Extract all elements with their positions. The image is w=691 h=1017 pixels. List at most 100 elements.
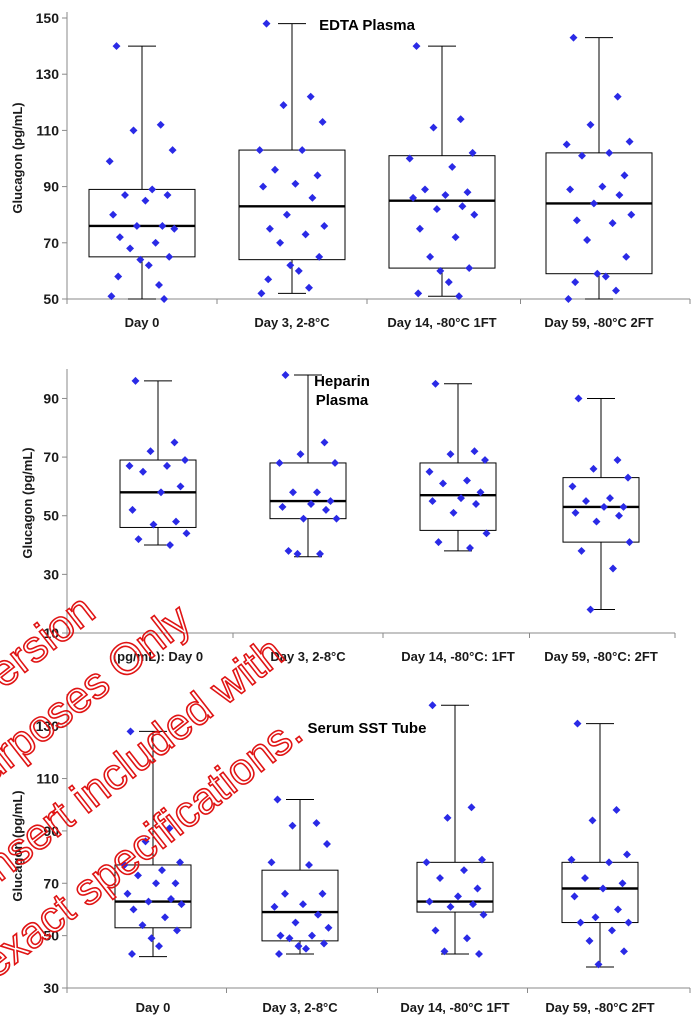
data-point xyxy=(470,210,479,219)
data-point xyxy=(482,529,491,538)
data-point xyxy=(307,500,315,508)
data-point xyxy=(157,488,165,497)
iqr-box xyxy=(119,459,197,528)
y-tick-label: 50 xyxy=(43,291,59,307)
data-point xyxy=(577,546,586,555)
data-point xyxy=(624,918,633,927)
data-point xyxy=(600,502,608,511)
y-tick-label: 90 xyxy=(43,179,59,195)
chart-title-line-1: Heparin xyxy=(314,373,370,390)
data-point xyxy=(436,874,444,882)
data-point xyxy=(305,283,313,292)
data-point xyxy=(465,264,474,273)
data-point xyxy=(444,278,453,287)
data-point xyxy=(429,123,438,132)
data-point xyxy=(276,238,285,247)
data-point xyxy=(414,289,423,298)
data-point xyxy=(605,858,613,867)
data-point xyxy=(288,821,297,830)
y-tick-label: 50 xyxy=(43,508,59,524)
category-label: Day 14, -80°C 1FT xyxy=(400,1000,509,1015)
data-point xyxy=(160,295,169,303)
data-point xyxy=(428,497,437,506)
data-point xyxy=(589,199,598,208)
data-point xyxy=(172,517,180,526)
category-label: Day 0 xyxy=(136,1000,171,1015)
data-point xyxy=(129,905,138,914)
iqr-box xyxy=(238,149,346,261)
data-point xyxy=(613,92,622,101)
data-point xyxy=(625,137,634,146)
data-point xyxy=(612,806,621,814)
data-point xyxy=(158,221,167,230)
data-point xyxy=(182,529,191,538)
data-point xyxy=(405,154,414,163)
data-point xyxy=(126,244,135,253)
data-point xyxy=(332,514,341,523)
data-point xyxy=(476,488,485,497)
data-point xyxy=(439,479,447,488)
data-point xyxy=(144,897,153,906)
data-point xyxy=(469,900,477,909)
data-point xyxy=(586,120,595,129)
data-point xyxy=(293,549,302,558)
data-point xyxy=(421,185,429,194)
data-point xyxy=(291,918,300,927)
data-point xyxy=(576,918,585,927)
data-point xyxy=(432,205,441,214)
data-point xyxy=(324,923,333,932)
data-point xyxy=(257,289,266,298)
data-point xyxy=(434,538,443,547)
data-point xyxy=(599,884,607,893)
data-point xyxy=(612,286,620,295)
data-point xyxy=(620,947,628,956)
data-point xyxy=(585,936,594,945)
data-point xyxy=(320,438,329,447)
data-point xyxy=(255,146,264,155)
data-point xyxy=(299,900,307,909)
data-point xyxy=(578,151,586,160)
y-axis-title: Glucagon (pg/mL) xyxy=(10,790,25,901)
category-label: Day 14, -80°C 1FT xyxy=(387,315,496,330)
data-point xyxy=(454,892,462,901)
data-point xyxy=(166,541,174,550)
y-tick-label: 90 xyxy=(43,390,59,406)
data-point xyxy=(286,261,295,270)
data-point xyxy=(441,191,450,199)
data-point xyxy=(123,889,132,898)
data-point xyxy=(129,126,138,135)
data-point xyxy=(466,544,474,552)
data-point xyxy=(284,546,293,555)
data-point xyxy=(299,514,308,523)
data-point xyxy=(615,511,623,520)
iqr-box xyxy=(269,462,347,520)
data-point xyxy=(301,230,310,239)
data-point xyxy=(562,140,571,149)
chart-title-line-2: Plasma xyxy=(316,392,369,409)
data-point xyxy=(614,905,622,914)
data-point xyxy=(588,816,597,825)
data-point xyxy=(314,910,322,919)
data-point xyxy=(170,224,179,233)
data-point xyxy=(128,505,137,514)
data-point xyxy=(451,233,460,242)
data-point xyxy=(592,517,601,526)
category-label: Day 3, 2-8°C xyxy=(270,649,346,664)
chart-title: EDTA Plasma xyxy=(319,17,416,34)
data-point xyxy=(622,252,631,261)
y-tick-label: 10 xyxy=(43,625,59,641)
data-point xyxy=(593,269,602,278)
data-point xyxy=(568,482,577,491)
data-point xyxy=(151,238,160,247)
data-point xyxy=(112,42,121,51)
data-point xyxy=(148,185,157,194)
data-point xyxy=(605,148,614,157)
data-point xyxy=(136,255,145,264)
iqr-box xyxy=(419,462,497,531)
data-point xyxy=(586,605,595,614)
data-point xyxy=(298,146,307,155)
data-point xyxy=(620,171,629,180)
data-point xyxy=(294,942,303,951)
data-point xyxy=(564,295,573,303)
data-point xyxy=(270,902,279,911)
